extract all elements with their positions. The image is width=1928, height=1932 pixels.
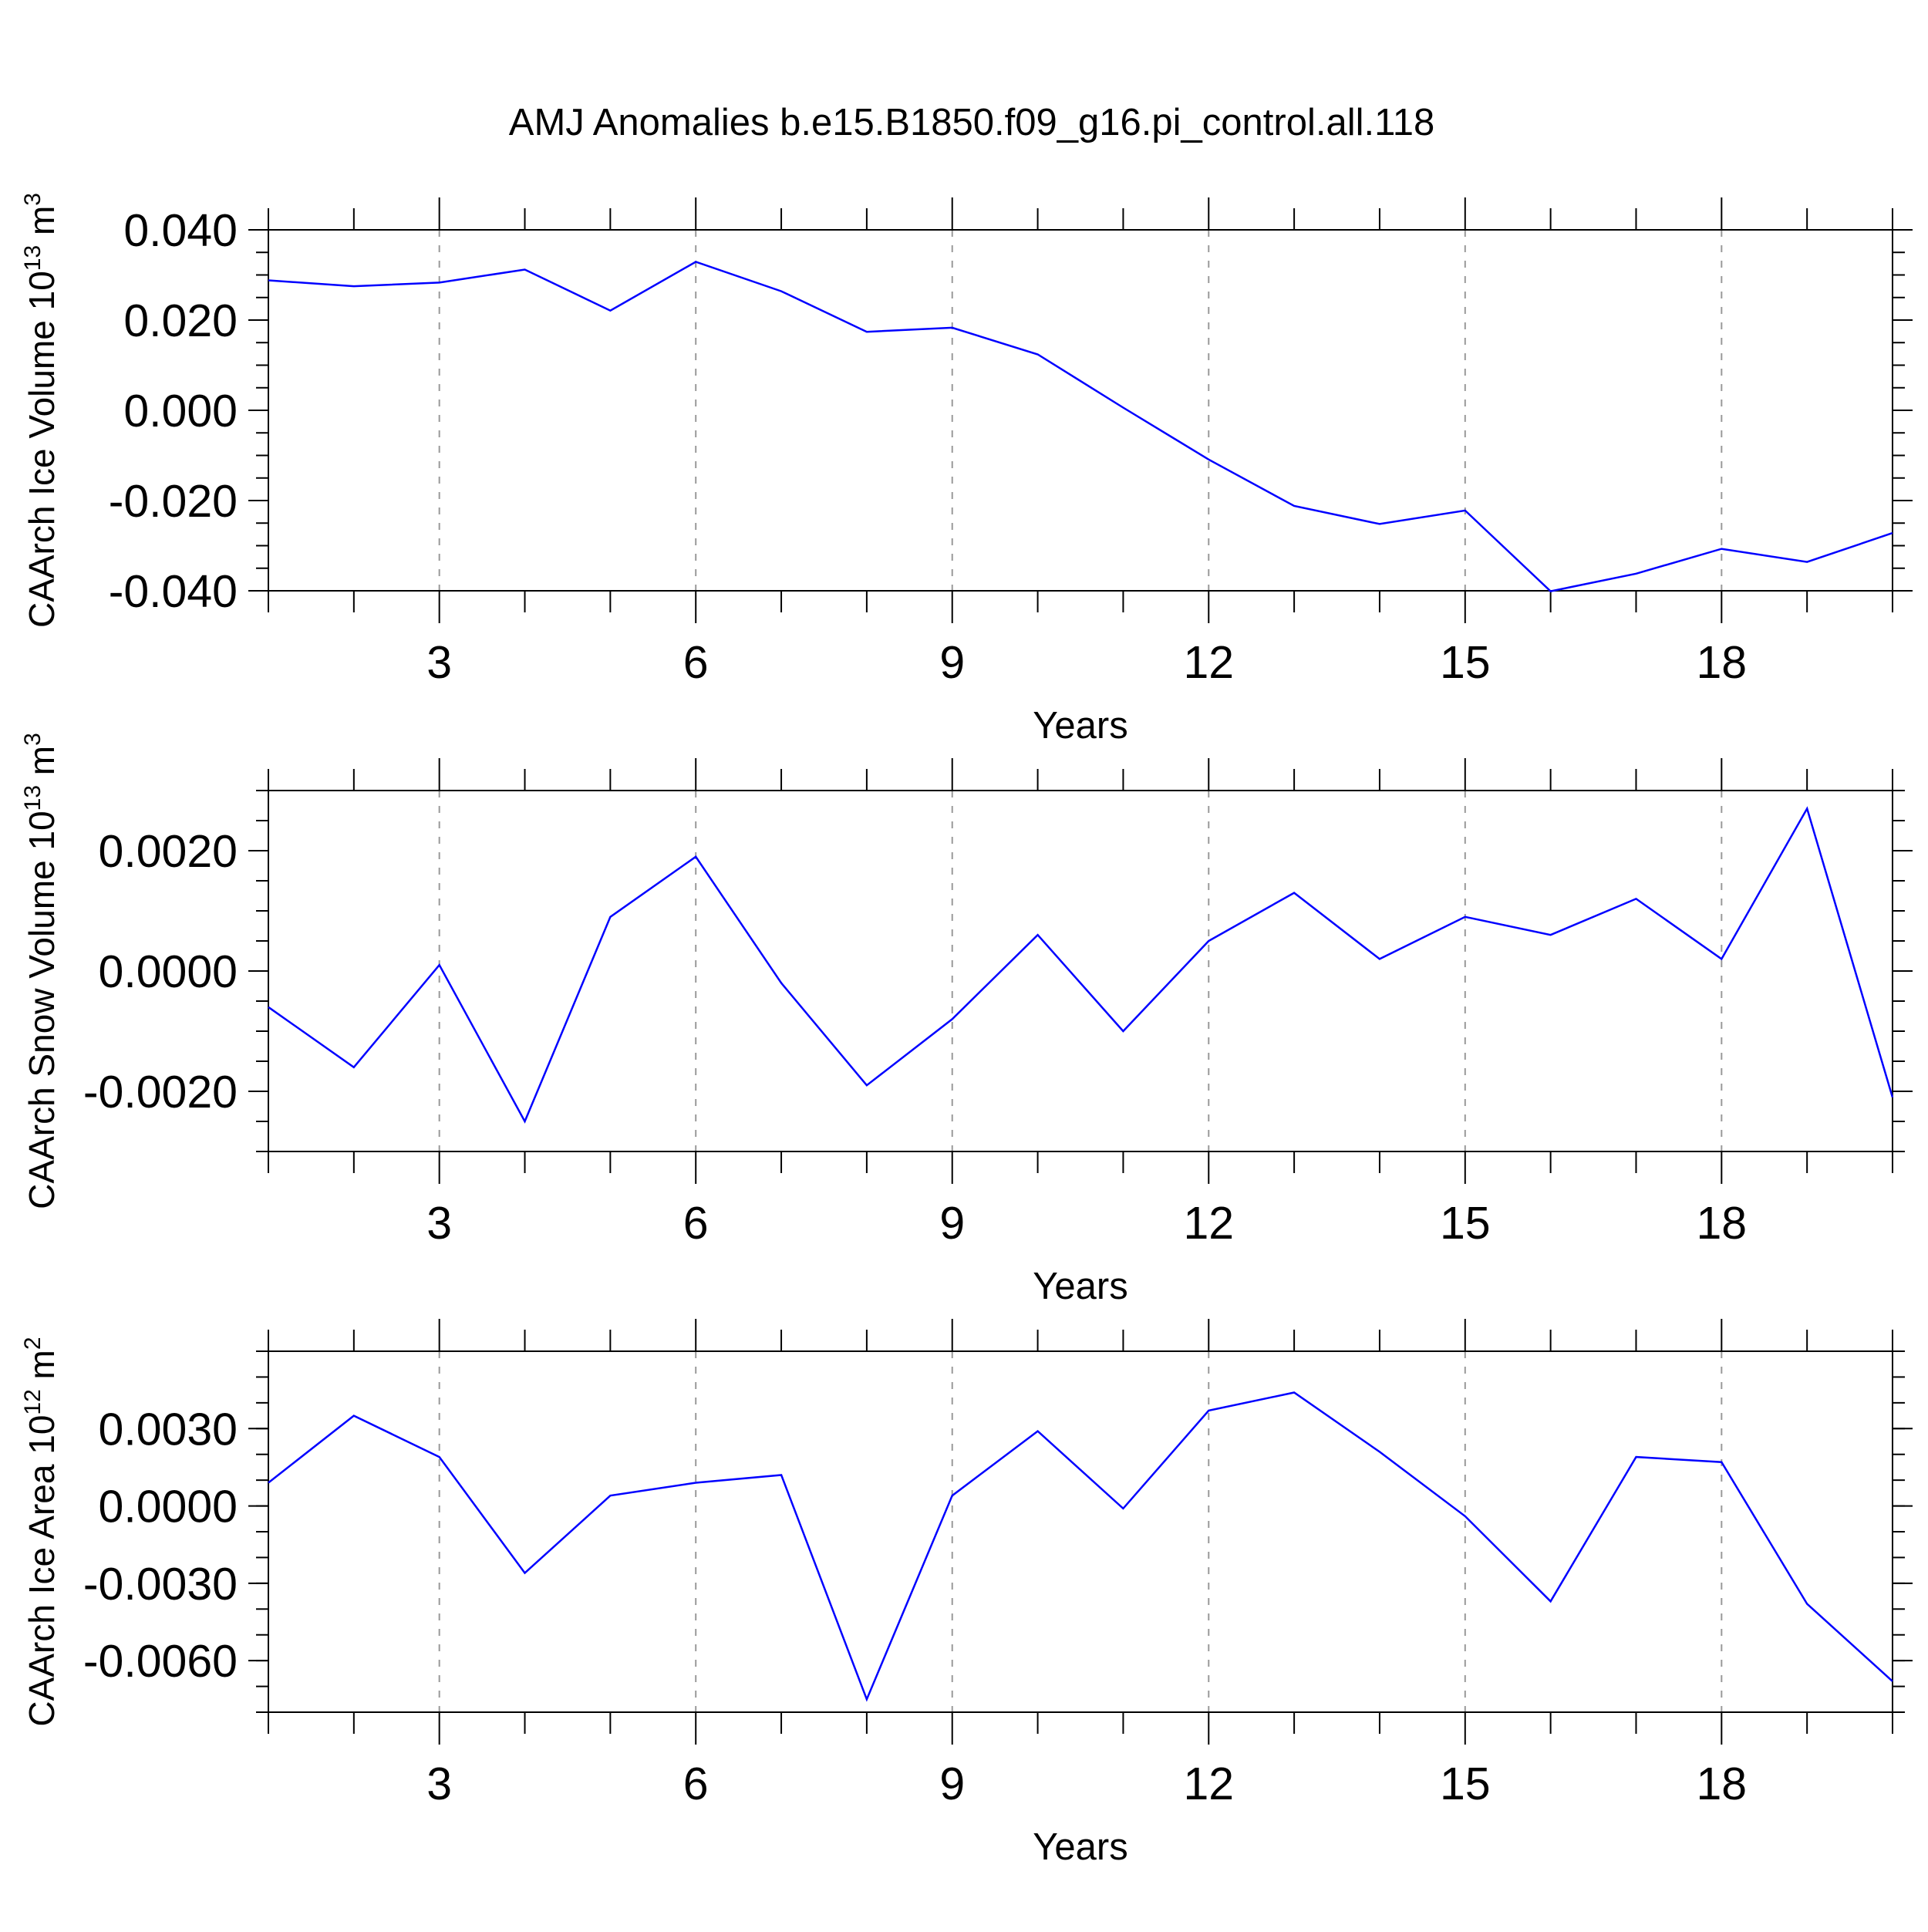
y-tick-label: 0.0000 <box>99 1482 238 1532</box>
y-axis-label: CAArch Ice Volume 1013 m3 <box>20 193 62 628</box>
y-axis-label-superscript: 12 <box>20 1389 46 1414</box>
x-tick-label: 9 <box>939 637 965 688</box>
series-line <box>268 806 1894 1124</box>
plot-frame <box>268 1350 1893 1713</box>
y-tick-label: 0.020 <box>123 295 238 346</box>
x-tick-label: 6 <box>683 637 709 688</box>
x-tick-label: 18 <box>1696 1198 1747 1249</box>
y-tick-label: -0.040 <box>109 566 238 617</box>
y-axis-label: CAArch Ice Area 1012 m2 <box>20 1337 62 1726</box>
x-tick-label: 12 <box>1183 637 1234 688</box>
x-tick-label: 6 <box>683 1758 709 1809</box>
y-axis-label-superscript: 3 <box>20 193 46 206</box>
plot-frame <box>268 229 1893 592</box>
x-tick-label: 3 <box>426 637 452 688</box>
y-axis-label-part: CAArch Ice Area 10 <box>22 1415 62 1727</box>
chart-panel-1: -0.040 -0.020 0.000 0.020 0.040 3 6 9 12 15 18 Year… <box>20 193 1913 747</box>
y-tick-label: -0.0020 <box>83 1067 238 1118</box>
y-tick-label: -0.020 <box>109 476 238 527</box>
x-axis-label: Years <box>1033 705 1128 747</box>
x-tick-label: 18 <box>1696 637 1747 688</box>
y-axis-label-superscript: 13 <box>20 245 46 271</box>
series-line <box>268 261 1893 592</box>
y-axis-label-part: m <box>22 206 62 245</box>
y-tick-label: 0.000 <box>123 386 238 437</box>
chart-title: AMJ Anomalies b.e15.B1850.f09_g16.pi_con… <box>509 102 1434 143</box>
x-axis-label: Years <box>1033 1266 1128 1307</box>
y-axis-label-part: CAArch Snow Volume 10 <box>22 811 62 1209</box>
y-axis-label-superscript: 13 <box>20 785 46 811</box>
y-tick-label: -0.0030 <box>83 1559 238 1610</box>
y-tick-label: 0.040 <box>123 205 238 256</box>
y-tick-label: -0.0060 <box>83 1636 238 1687</box>
x-tick-label: 18 <box>1696 1758 1747 1809</box>
y-axis-label-part: m <box>22 1350 62 1389</box>
x-tick-label: 6 <box>683 1198 709 1249</box>
chart-panel-2: -0.0020 0.0000 0.0020 3 6 9 12 15 18 Years CAArch … <box>20 733 1913 1307</box>
x-tick-label: 9 <box>939 1758 965 1809</box>
series-line <box>268 1391 1893 1702</box>
chart-panel-3: -0.0060 -0.0030 0.0000 0.0030 3 6 9 12 15 18 Years… <box>20 1319 1913 1868</box>
y-axis-label-part: CAArch Ice Volume 10 <box>22 271 62 628</box>
y-tick-label: 0.0030 <box>99 1404 238 1455</box>
x-axis-label: Years <box>1033 1826 1128 1868</box>
y-tick-label: 0.0020 <box>99 826 238 877</box>
x-tick-label: 3 <box>426 1758 452 1809</box>
y-tick-label: 0.0000 <box>99 946 238 997</box>
y-axis-label-superscript: 2 <box>20 1337 46 1350</box>
x-tick-label: 15 <box>1440 637 1491 688</box>
y-axis-label-part: m <box>22 746 62 785</box>
chart-panels: -0.040 -0.020 0.000 0.020 0.040 3 6 9 12 15 18 Year… <box>20 193 1913 1868</box>
x-tick-label: 12 <box>1183 1758 1234 1809</box>
x-tick-label: 9 <box>939 1198 965 1249</box>
y-axis-label-superscript: 3 <box>20 733 46 746</box>
x-tick-label: 3 <box>426 1198 452 1249</box>
x-tick-label: 12 <box>1183 1198 1234 1249</box>
x-tick-label: 15 <box>1440 1758 1491 1809</box>
x-tick-label: 15 <box>1440 1198 1491 1249</box>
y-axis-label: CAArch Snow Volume 1013 m3 <box>20 733 62 1209</box>
